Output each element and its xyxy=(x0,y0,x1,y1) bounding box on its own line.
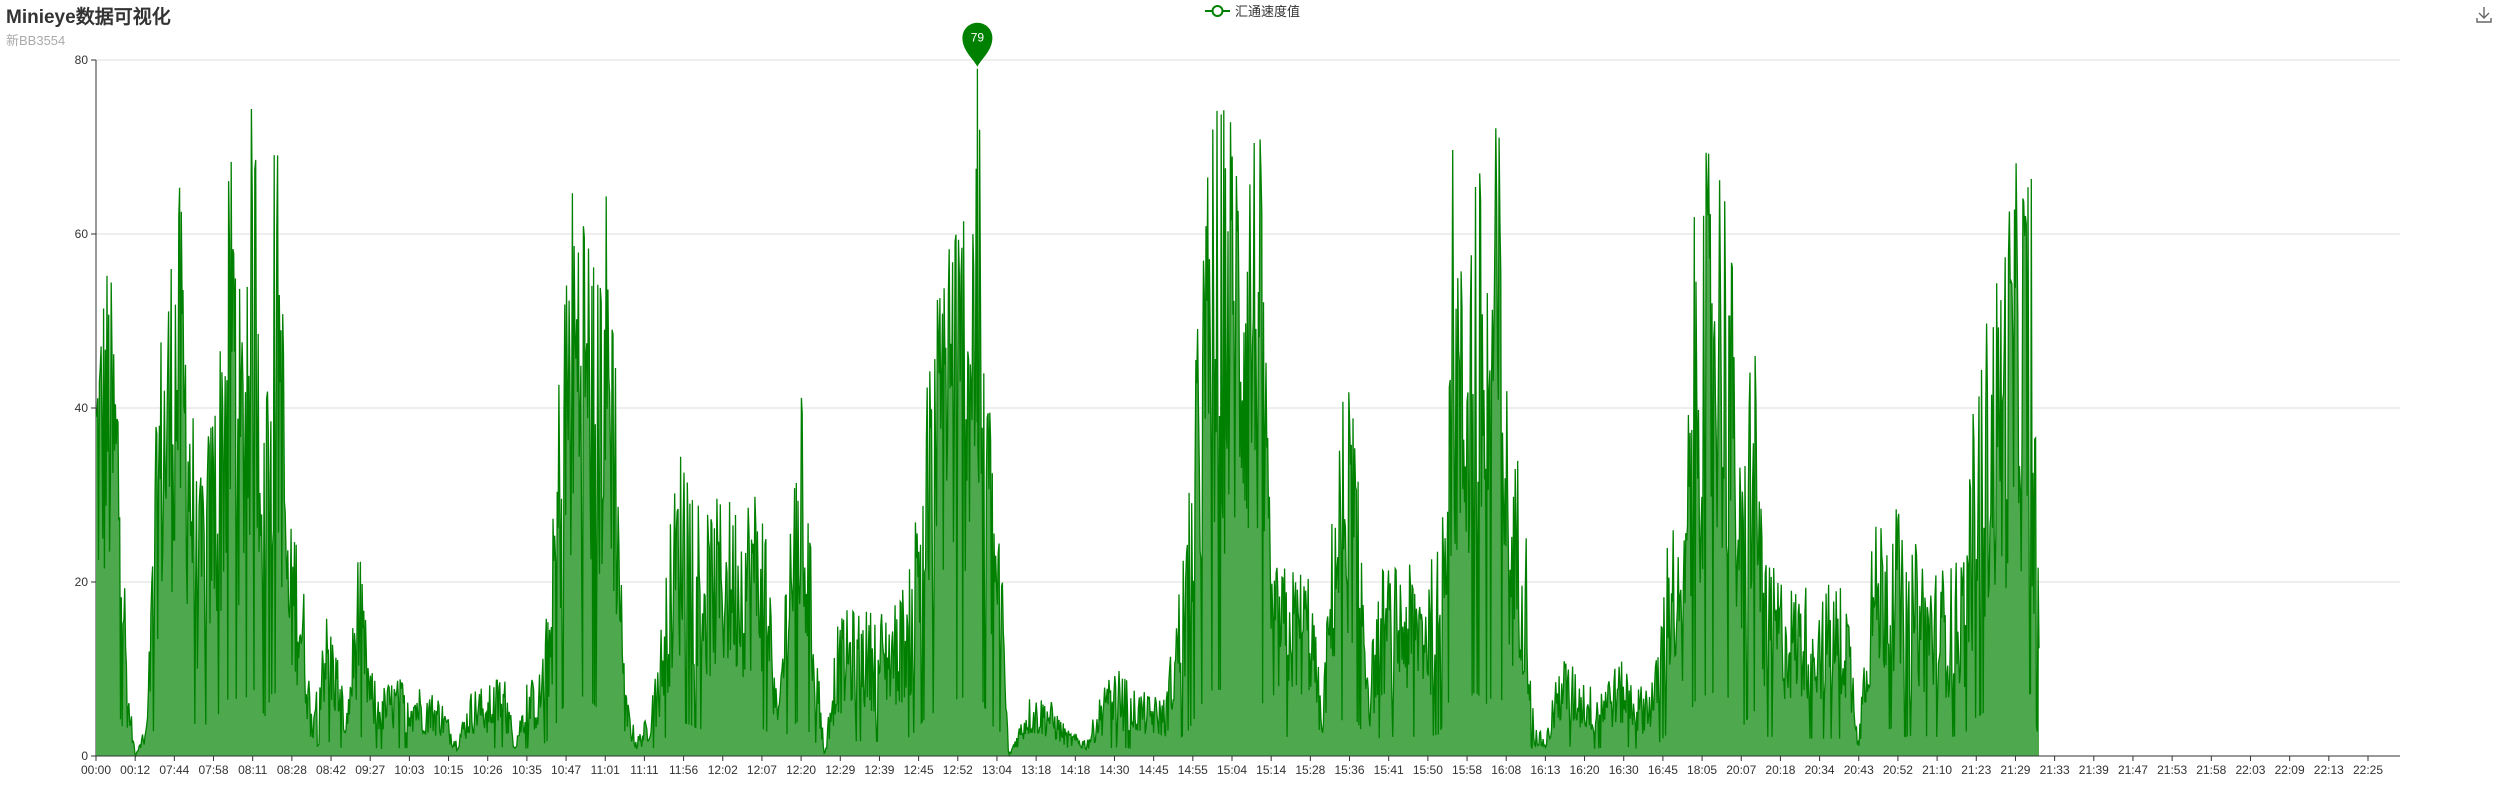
x-tick-label: 18:05 xyxy=(1687,763,1717,777)
x-tick-label: 16:08 xyxy=(1491,763,1521,777)
x-tick-label: 22:25 xyxy=(2353,763,2383,777)
x-tick-label: 16:13 xyxy=(1530,763,1560,777)
x-tick-label: 15:04 xyxy=(1217,763,1247,777)
x-tick-label: 00:12 xyxy=(120,763,150,777)
x-tick-label: 22:09 xyxy=(2275,763,2305,777)
x-tick-label: 12:29 xyxy=(825,763,855,777)
max-marker-pin xyxy=(962,22,993,67)
series-line xyxy=(95,68,2040,758)
legend-line-icon xyxy=(1205,4,1230,17)
x-tick-label: 16:30 xyxy=(1609,763,1639,777)
x-tick-label: 10:03 xyxy=(394,763,424,777)
x-tick-label: 09:27 xyxy=(355,763,385,777)
x-tick-label: 00:00 xyxy=(81,763,111,777)
legend[interactable]: 汇通速度值 xyxy=(1205,1,1300,20)
x-tick-label: 22:13 xyxy=(2314,763,2344,777)
x-tick-label: 10:35 xyxy=(512,763,542,777)
x-tick-label: 15:28 xyxy=(1295,763,1325,777)
y-axis: 0 20 40 60 80 xyxy=(75,53,97,763)
x-tick-label: 11:11 xyxy=(630,763,659,777)
x-tick-label: 15:50 xyxy=(1413,763,1443,777)
x-tick-label: 22:03 xyxy=(2235,763,2265,777)
x-tick-label: 16:45 xyxy=(1648,763,1678,777)
max-marker-label: 79 xyxy=(971,31,985,45)
x-tick-label: 15:58 xyxy=(1452,763,1482,777)
x-tick-label: 21:33 xyxy=(2040,763,2070,777)
y-tick-label: 20 xyxy=(75,575,89,589)
x-tick-label: 14:55 xyxy=(1178,763,1208,777)
x-tick-label: 12:20 xyxy=(786,763,816,777)
chart-title: Minieye数据可视化 xyxy=(6,7,171,28)
x-tick-label: 12:45 xyxy=(904,763,934,777)
x-tick-label: 14:45 xyxy=(1139,763,1169,777)
x-tick-label: 08:11 xyxy=(238,763,267,777)
x-tick-label: 20:34 xyxy=(1805,763,1835,777)
x-tick-label: 10:47 xyxy=(551,763,581,777)
x-tick-label: 10:26 xyxy=(473,763,503,777)
x-tick-label: 07:44 xyxy=(159,763,189,777)
download-icon[interactable] xyxy=(2475,6,2493,24)
legend-label: 汇通速度值 xyxy=(1235,4,1301,19)
x-tick-label: 08:42 xyxy=(316,763,346,777)
x-tick-label: 21:53 xyxy=(2157,763,2187,777)
x-tick-label: 20:07 xyxy=(1726,763,1756,777)
x-tick-label: 21:58 xyxy=(2196,763,2226,777)
x-tick-label: 12:52 xyxy=(943,763,973,777)
series-area xyxy=(95,68,2040,758)
x-tick-label: 12:02 xyxy=(708,763,738,777)
x-tick-label: 10:15 xyxy=(434,763,464,777)
y-tick-label: 40 xyxy=(75,401,89,415)
x-tick-label: 20:18 xyxy=(1765,763,1795,777)
x-tick-label: 21:10 xyxy=(1922,763,1952,777)
y-tick-label: 0 xyxy=(81,749,88,763)
x-tick-label: 07:58 xyxy=(199,763,229,777)
y-tick-label: 80 xyxy=(75,53,89,67)
max-marker: 79 xyxy=(962,22,993,67)
x-tick-label: 11:01 xyxy=(591,763,620,777)
x-tick-label: 13:18 xyxy=(1021,763,1051,777)
x-tick-label: 21:23 xyxy=(1961,763,1991,777)
x-tick-label: 13:04 xyxy=(982,763,1012,777)
x-tick-label: 15:36 xyxy=(1335,763,1365,777)
x-tick-label: 20:43 xyxy=(1844,763,1874,777)
x-tick-label: 21:47 xyxy=(2118,763,2148,777)
chart-subtitle: 新BB3554 xyxy=(6,33,66,48)
x-tick-label: 21:29 xyxy=(2000,763,2030,777)
x-axis: 00:00 00:12 07:44 07:58 08:11 08:28 08:42 09:27… xyxy=(81,755,2400,777)
x-tick-label: 12:39 xyxy=(864,763,894,777)
x-tick-label: 21:39 xyxy=(2079,763,2109,777)
x-tick-label: 15:41 xyxy=(1374,763,1404,777)
x-tick-label: 14:18 xyxy=(1060,763,1090,777)
x-tick-label: 20:52 xyxy=(1883,763,1913,777)
x-tick-label: 11:56 xyxy=(669,763,698,777)
x-tick-label: 15:14 xyxy=(1256,763,1286,777)
x-tick-label: 12:07 xyxy=(747,763,777,777)
y-tick-label: 60 xyxy=(75,227,89,241)
x-tick-label: 08:28 xyxy=(277,763,307,777)
x-tick-label: 14:30 xyxy=(1099,763,1129,777)
x-tick-label: 16:20 xyxy=(1570,763,1600,777)
